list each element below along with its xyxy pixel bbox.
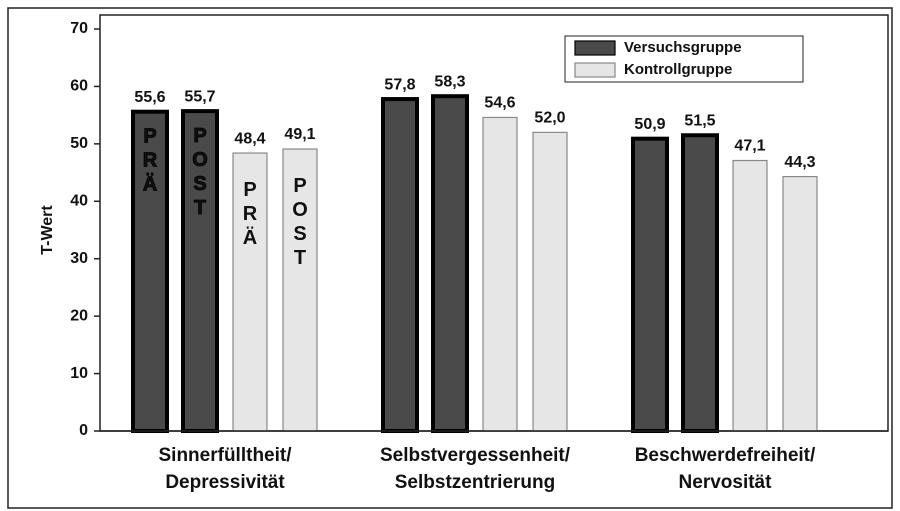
y-tick-label: 20 [70,307,88,324]
y-tick-label: 40 [70,193,88,210]
value-label: 51,5 [684,112,715,129]
value-label: 49,1 [284,126,315,143]
value-label: 52,0 [534,110,565,127]
bar [631,136,669,433]
bar [131,109,169,433]
legend-label: Versuchsgruppe [624,39,742,56]
bar [732,159,768,432]
legend-swatch [574,62,616,78]
bar [431,94,469,433]
bar [181,109,219,433]
y-tick-label: 10 [70,365,88,382]
value-label: 55,6 [134,89,165,106]
y-tick-label: 30 [70,250,88,267]
value-label: 47,1 [734,138,765,155]
x-tick-label: Sinnerfülltheit/ [159,445,293,466]
legend-swatch [574,40,616,56]
phase-label: PRÄ [139,126,161,198]
value-label: 57,8 [384,76,415,93]
x-tick-label: Depressivität [165,472,285,493]
y-tick-label: 50 [70,135,88,152]
value-label: 44,3 [784,154,815,171]
phase-label: PRÄ [239,179,261,251]
value-label: 48,4 [234,130,265,147]
bar [381,97,419,433]
x-tick-label: Selbstzentrierung [395,472,555,493]
legend-label: Kontrollgruppe [624,61,732,78]
value-label: 58,3 [434,73,465,90]
y-axis-label: T-Wert [39,205,56,255]
y-tick-label: 70 [70,20,88,37]
bar [681,133,719,433]
bar [482,116,518,432]
value-label: 54,6 [484,95,515,112]
x-tick-label: Beschwerdefreiheit/ [635,445,816,466]
value-label: 50,9 [634,116,665,133]
bar [532,131,568,432]
phase-label: POST [289,175,311,271]
frame [7,7,893,509]
value-label: 55,7 [184,88,215,105]
x-tick-label: Selbstvergessenheit/ [380,445,571,466]
phase-label: POST [189,125,211,221]
bar [782,175,818,432]
x-tick-label: Nervosität [679,472,773,493]
y-tick-label: 60 [70,78,88,95]
bar [232,152,268,432]
y-tick-label: 0 [79,422,88,439]
bar [282,148,318,432]
